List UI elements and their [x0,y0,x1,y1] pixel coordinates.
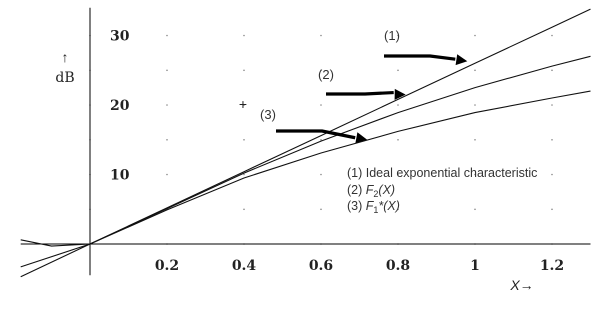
grid-dot [474,208,476,211]
grid-dot [397,69,399,72]
grid-dot [474,69,476,72]
grid-dot [243,69,245,72]
grid-dot [551,69,553,72]
grid-dot [166,34,168,37]
grid-dot [474,139,476,141]
callouts: (1) (2) (3) [260,28,468,144]
callout-arrow-head [394,88,406,100]
grid-dot [166,139,168,141]
axes [20,7,591,276]
y-tick-label: 10 [110,168,130,184]
y-axis-label: dB [55,70,74,86]
x-tick-label: 0.4 [232,258,257,274]
legend-entry: (2) F2(X) [347,183,395,199]
x-tick-label: 1.2 [540,258,564,274]
tick-labels: 0.2 0.4 0.6 0.8 1 1.2 10 20 30 ↑ dB X→ [55,29,564,294]
grid-dot [166,104,168,106]
grid-dot [320,34,322,37]
grid-dot [397,208,399,211]
grid-dot [320,139,322,141]
grid-dot [166,69,168,72]
grid-dot [243,173,245,176]
grid-dot [397,173,399,176]
callout-label: (1) [384,28,400,43]
x-tick-label: 0.8 [386,258,410,274]
legend: (1) Ideal exponential characteristic (2) … [347,166,537,215]
callout-arrow-shaft [276,129,356,140]
grid-dot [320,104,322,106]
grid-dot [397,104,399,106]
grid-dot [474,173,476,176]
grid-dot [320,173,322,176]
x-tick-label: 1 [470,258,480,274]
x-tick-label: 0.2 [155,258,179,274]
grid-dot [474,34,476,37]
grid-dot [243,104,245,106]
grid-dot [551,208,553,211]
y-tick-label: 20 [110,98,130,114]
grid-dot [551,104,553,106]
grid-dot [320,69,322,72]
legend-entry: (1) Ideal exponential characteristic [347,166,537,180]
callout-label: (2) [318,67,334,82]
callout-label: (3) [260,107,276,122]
callout-arrow-head [455,54,468,66]
series-line [20,90,591,247]
grid-dot [243,208,245,211]
grid-dot [243,34,245,37]
grid-dot [243,139,245,141]
grid-dot [397,139,399,141]
x-axis-label: X→ [509,277,533,293]
grid-dot [551,34,553,37]
legend-entry: (3) F1*(X) [347,199,400,215]
y-tick-label: 30 [110,29,130,45]
grid-dot [166,173,168,176]
grid-dot [551,173,553,176]
plus-marker: + [239,96,247,112]
callout-arrow-head [355,132,368,144]
series-line [20,55,591,268]
grid-dot [320,208,322,211]
callout-arrow-shaft [384,54,456,61]
callout-arrow-shaft [326,90,394,96]
y-axis-arrow: ↑ [62,49,69,65]
grid-dot [474,104,476,106]
x-tick-label: 0.6 [309,258,333,274]
grid-dot [551,139,553,141]
series-lines: + [20,8,591,278]
grid-dot [397,34,399,37]
